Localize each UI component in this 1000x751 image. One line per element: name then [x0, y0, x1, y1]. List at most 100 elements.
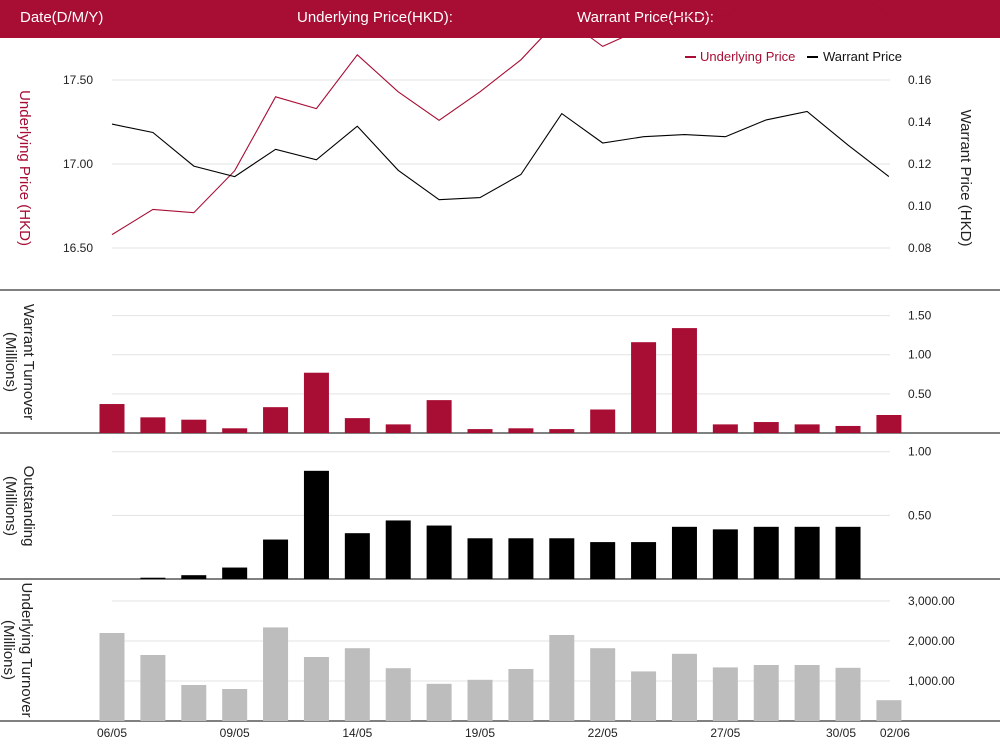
bar — [712, 424, 738, 433]
x-tick-label: 30/05 — [826, 726, 856, 740]
bar — [876, 414, 902, 433]
bar — [426, 525, 452, 579]
bar — [385, 668, 411, 721]
bar — [222, 689, 248, 721]
bar — [794, 665, 820, 721]
y-left-axis-title: Underlying Price (HKD) — [16, 90, 33, 246]
underlying-turnover-axis-title-line1: Underlying Turnover — [18, 582, 35, 717]
x-tick-label: 06/05 — [97, 726, 127, 740]
legend-warrant-label: Warrant Price — [823, 49, 902, 64]
bar — [631, 671, 657, 721]
warrant-turnover-axis-title-line1: Warrant Turnover — [20, 304, 37, 420]
bar — [753, 526, 779, 579]
bar — [590, 648, 616, 721]
bar — [426, 400, 452, 433]
bar — [671, 526, 697, 579]
legend-underlying-label: Underlying Price — [700, 49, 795, 64]
bar — [140, 577, 166, 579]
y-right-tick-label: 0.14 — [908, 115, 932, 129]
warrant-turnover-axis-title-line2: (Millions) — [2, 332, 19, 392]
outstanding-axis-title: Outstanding(Millions) — [2, 466, 37, 547]
y-tick-label: 3,000.00 — [908, 594, 955, 608]
warrant-price-line — [111, 110, 890, 201]
outstanding-axis-title-line1: Outstanding — [20, 466, 37, 547]
bar — [181, 575, 207, 579]
bar — [303, 657, 329, 721]
bar — [671, 653, 697, 721]
bar — [385, 520, 411, 579]
bar — [263, 407, 289, 433]
header-bar: Date(D/M/Y) Underlying Price(HKD): Warra… — [0, 0, 1000, 38]
x-tick-label: 09/05 — [220, 726, 250, 740]
y-tick-label: 1,000.00 — [908, 674, 955, 688]
x-tick-label: 22/05 — [588, 726, 618, 740]
y-right-tick-label: 0.08 — [908, 241, 932, 255]
bar — [590, 542, 616, 579]
warrant-turnover-axis-title: Warrant Turnover(Millions) — [2, 304, 37, 420]
outstanding-axis-title-line2: (Millions) — [2, 476, 19, 536]
warrant-price-label: Warrant Price(HKD): — [577, 9, 714, 26]
bar — [303, 372, 329, 433]
bar — [835, 667, 861, 721]
bar — [99, 404, 125, 433]
bar — [99, 633, 125, 721]
bar — [753, 422, 779, 433]
bar — [794, 526, 820, 579]
bar — [712, 667, 738, 721]
bar — [263, 539, 289, 579]
y-tick-label: 0.50 — [908, 387, 932, 401]
bar — [140, 655, 166, 721]
y-right-tick-label: 0.16 — [908, 73, 932, 87]
x-tick-label: 19/05 — [465, 726, 495, 740]
bar — [835, 425, 861, 433]
date-label: Date(D/M/Y) — [20, 9, 104, 26]
bar — [140, 417, 166, 433]
bar — [263, 627, 289, 721]
bar — [876, 700, 902, 721]
bar — [467, 679, 493, 721]
y-left-tick-label: 17.00 — [63, 157, 93, 171]
underlying-price-label: Underlying Price(HKD): — [297, 9, 453, 26]
bar — [712, 529, 738, 579]
bar — [631, 342, 657, 433]
bar — [508, 538, 534, 579]
bar — [344, 533, 370, 579]
bar — [385, 424, 411, 433]
bar — [549, 635, 575, 721]
bar — [631, 542, 657, 579]
bar — [753, 665, 779, 721]
bar — [222, 428, 248, 433]
y-tick-label: 2,000.00 — [908, 634, 955, 648]
y-left-tick-label: 18.00 — [63, 0, 93, 3]
x-tick-label: 02/06 — [880, 726, 910, 740]
x-tick-label: 14/05 — [342, 726, 372, 740]
bar — [549, 538, 575, 579]
bar — [508, 428, 534, 433]
underlying-turnover-axis-title-line2: (Millions) — [0, 620, 17, 680]
y-right-tick-label: 0.10 — [908, 199, 932, 213]
bar — [222, 567, 248, 579]
y-left-tick-label: 17.50 — [63, 73, 93, 87]
y-left-tick-label: 16.50 — [63, 241, 93, 255]
y-tick-label: 1.00 — [908, 348, 932, 362]
bar — [508, 669, 534, 721]
bar — [835, 526, 861, 579]
y-tick-label: 1.00 — [908, 445, 932, 459]
y-tick-label: 0.50 — [908, 508, 932, 522]
bar — [344, 418, 370, 433]
y-right-tick-label: 0.12 — [908, 157, 932, 171]
bar — [794, 424, 820, 433]
underlying-price-line — [111, 0, 890, 236]
bar — [181, 685, 207, 721]
bar — [590, 409, 616, 433]
bar — [549, 429, 575, 433]
underlying-turnover-axis-title: Underlying Turnover(Millions) — [0, 582, 35, 717]
y-tick-label: 1.50 — [908, 309, 932, 323]
bar — [467, 429, 493, 433]
bar — [426, 683, 452, 721]
bar — [181, 419, 207, 433]
bar — [467, 538, 493, 579]
bar — [671, 328, 697, 433]
x-tick-label: 27/05 — [710, 726, 740, 740]
